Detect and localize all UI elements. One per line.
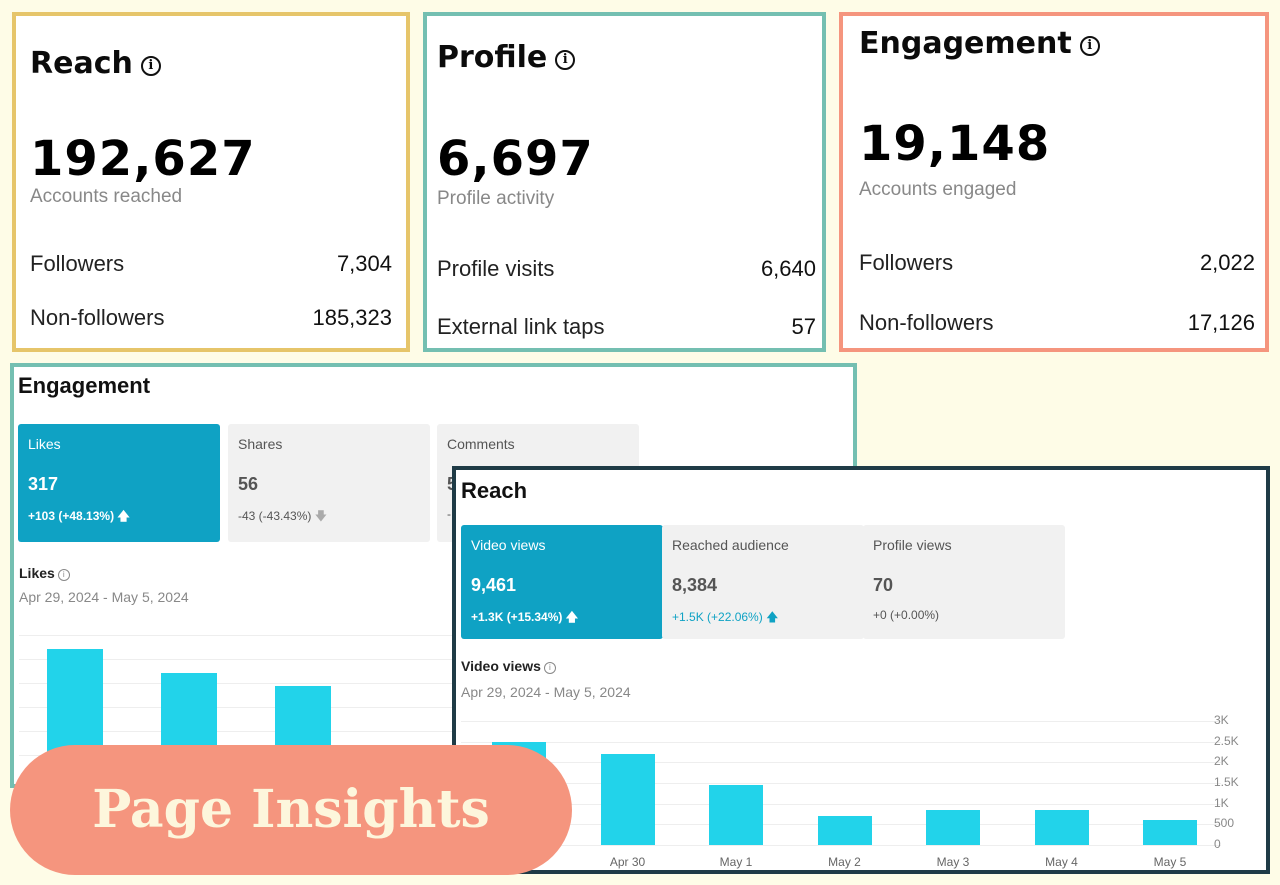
info-icon[interactable]: i — [58, 569, 70, 581]
video-views-bar[interactable] — [1143, 820, 1197, 845]
gridline — [461, 783, 1221, 784]
video-views-bar[interactable] — [601, 754, 655, 845]
reach-card-sublabel: Accounts reached — [30, 186, 182, 208]
tile-change: +1.3K (+15.34%) 🡅 — [471, 608, 653, 629]
arrow-up-icon: 🡅 — [566, 610, 578, 624]
external-link-taps-value: 57 — [792, 314, 816, 340]
reach-panel-title: Reach — [461, 478, 527, 504]
video-views-bar[interactable] — [818, 816, 872, 845]
reach-followers-label: Followers — [30, 251, 124, 277]
engagement-card: Engagement i 19,148 Accounts engaged Foll… — [839, 12, 1269, 352]
y-tick-label: 2K — [1214, 754, 1244, 768]
x-tick-label: May 5 — [1143, 855, 1197, 869]
profile-card: Profile i 6,697 Profile activity Profile … — [423, 12, 826, 352]
reach-panel: Reach Video views 9,461 +1.3K (+15.34%) … — [452, 466, 1270, 874]
reached-audience-tile[interactable]: Reached audience 8,384 +1.5K (+22.06%) 🡅 — [662, 525, 864, 639]
y-tick-label: 500 — [1214, 816, 1244, 830]
badge-text: Page Insights — [10, 745, 572, 875]
likes-date-range: Apr 29, 2024 - May 5, 2024 — [19, 589, 189, 605]
video-views-tile[interactable]: Video views 9,461 +1.3K (+15.34%) 🡅 — [461, 525, 663, 639]
tile-value: 317 — [28, 474, 210, 495]
video-views-date-range: Apr 29, 2024 - May 5, 2024 — [461, 684, 631, 700]
shares-tile[interactable]: Shares 56 -43 (-43.43%) 🡇 — [228, 424, 430, 542]
engagement-followers-label: Followers — [859, 250, 953, 276]
tile-label: Likes — [28, 436, 210, 452]
tile-label: Reached audience — [672, 537, 854, 553]
reach-card-title: Reach i — [30, 46, 161, 81]
engagement-card-sublabel: Accounts engaged — [859, 179, 1016, 201]
page-insights-badge: Page Insights — [10, 745, 572, 875]
info-icon[interactable]: i — [544, 662, 556, 674]
tile-value: 70 — [873, 575, 1055, 596]
tile-label: Profile views — [873, 537, 1055, 553]
tile-change: +103 (+48.13%) 🡅 — [28, 507, 210, 528]
x-tick-label: May 4 — [1035, 855, 1089, 869]
likes-chart-title: Likes i — [19, 565, 70, 581]
gridline — [461, 762, 1221, 763]
external-link-taps-label: External link taps — [437, 314, 605, 340]
tile-value: 9,461 — [471, 575, 653, 596]
tile-change: +0 (+0.00%) — [873, 608, 1055, 622]
tile-label: Video views — [471, 537, 653, 553]
profile-card-sublabel: Profile activity — [437, 188, 554, 210]
info-icon[interactable]: i — [555, 50, 575, 70]
y-tick-label: 1.5K — [1214, 775, 1244, 789]
tile-change: +1.5K (+22.06%) 🡅 — [672, 608, 854, 629]
engagement-card-title: Engagement i — [859, 26, 1100, 61]
x-tick-label: May 1 — [709, 855, 763, 869]
info-icon[interactable]: i — [1080, 36, 1100, 56]
reach-followers-value: 7,304 — [337, 251, 392, 277]
reach-nonfollowers-value: 185,323 — [312, 305, 392, 331]
arrow-up-icon: 🡅 — [766, 610, 778, 624]
engagement-card-value: 19,148 — [859, 116, 1050, 172]
engagement-nonfollowers-value: 17,126 — [1188, 310, 1255, 336]
arrow-down-icon: 🡇 — [315, 509, 327, 523]
x-tick-label: May 2 — [818, 855, 872, 869]
reach-nonfollowers-label: Non-followers — [30, 305, 165, 331]
video-views-chart-title: Video views i — [461, 658, 556, 674]
profile-views-tile[interactable]: Profile views 70 +0 (+0.00%) — [863, 525, 1065, 639]
y-tick-label: 3K — [1214, 713, 1244, 727]
tile-label: Shares — [238, 436, 420, 452]
y-tick-label: 2.5K — [1214, 734, 1244, 748]
gridline — [461, 804, 1221, 805]
profile-visits-value: 6,640 — [761, 256, 816, 282]
gridline — [461, 845, 1221, 846]
profile-card-title: Profile i — [437, 40, 575, 75]
engagement-nonfollowers-label: Non-followers — [859, 310, 994, 336]
engagement-followers-value: 2,022 — [1200, 250, 1255, 276]
tile-value: 8,384 — [672, 575, 854, 596]
y-tick-label: 1K — [1214, 796, 1244, 810]
reach-card-value: 192,627 — [30, 131, 256, 187]
gridline — [461, 742, 1221, 743]
tile-change: -43 (-43.43%) 🡇 — [238, 507, 420, 528]
engagement-panel-title: Engagement — [18, 373, 150, 399]
tile-label: Comments — [447, 436, 629, 452]
x-tick-label: May 3 — [926, 855, 980, 869]
y-tick-label: 0 — [1214, 837, 1244, 851]
info-icon[interactable]: i — [141, 56, 161, 76]
gridline — [461, 721, 1221, 722]
likes-tile[interactable]: Likes 317 +103 (+48.13%) 🡅 — [18, 424, 220, 542]
video-views-bar[interactable] — [1035, 810, 1089, 845]
tile-value: 56 — [238, 474, 420, 495]
x-tick-label: Apr 30 — [601, 855, 655, 869]
arrow-up-icon: 🡅 — [117, 509, 129, 523]
reach-card: Reach i 192,627 Accounts reached Follower… — [12, 12, 410, 352]
profile-card-value: 6,697 — [437, 131, 594, 187]
profile-visits-label: Profile visits — [437, 256, 554, 282]
video-views-bar[interactable] — [709, 785, 763, 845]
video-views-bar[interactable] — [926, 810, 980, 845]
